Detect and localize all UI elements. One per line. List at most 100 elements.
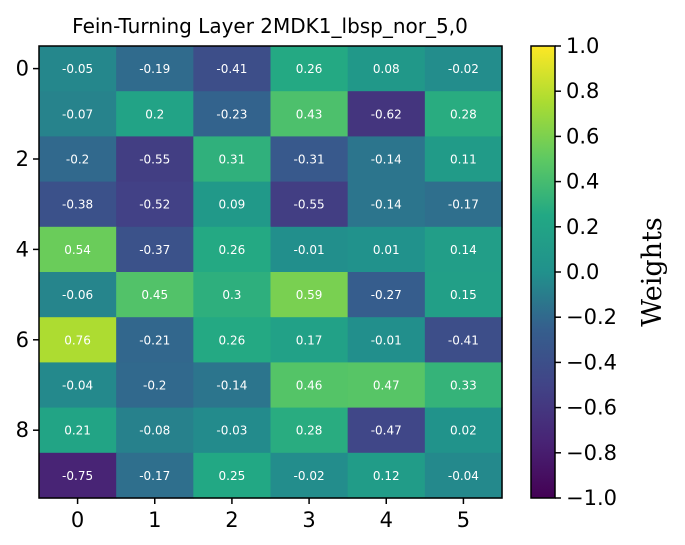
heatmap-cell <box>193 181 272 228</box>
cell-value-label: 0.26 <box>219 243 246 257</box>
heatmap-cell <box>347 407 426 454</box>
heatmap-cell <box>193 362 272 409</box>
heatmap-cell-labels: -0.05 -0.19 -0.41 0.26 0.08 -0.02 -0.07 0.2 -0.2… <box>62 62 479 483</box>
cell-value-label: -0.14 <box>216 379 247 393</box>
cell-value-label: -0.41 <box>448 333 479 347</box>
heatmap-cell <box>39 46 117 92</box>
cell-value-label: 0.28 <box>450 107 477 121</box>
heatmap-cell <box>270 407 349 454</box>
colorbar-axis: 1.0 0.8 0.6 0.4 0.2 0.0 −0.2 −0.4 −0.6 −0.8 −1.0 <box>555 34 617 510</box>
heatmap-cell <box>116 317 194 363</box>
heatmap-cell <box>347 226 426 273</box>
heatmap-cell <box>347 136 426 183</box>
x-tick-label: 2 <box>225 508 238 532</box>
x-tick-label: 3 <box>302 508 315 532</box>
heatmap-cell <box>39 362 117 409</box>
y-tick-label: 8 <box>16 418 29 442</box>
y-tick-label: 6 <box>16 328 29 352</box>
x-tick-label: 1 <box>148 508 161 532</box>
cell-value-label: 0.2 <box>145 107 164 121</box>
heatmap-cell <box>424 91 503 137</box>
heatmap-cell <box>116 181 194 228</box>
cell-value-label: 0.11 <box>450 153 477 167</box>
heatmap-cell <box>39 317 117 363</box>
colorbar <box>530 45 556 499</box>
heatmap-cells <box>39 46 503 499</box>
cell-value-label: -0.27 <box>371 288 402 302</box>
cell-value-label: -0.41 <box>216 62 247 76</box>
heatmap-cell <box>193 46 272 92</box>
cell-value-label: 0.02 <box>450 424 477 438</box>
heatmap-cell <box>116 136 194 183</box>
heatmap-cell <box>39 136 117 183</box>
cell-value-label: -0.14 <box>371 153 402 167</box>
chart-title: Fein-Turning Layer 2MDK1_lbsp_nor_5,0 <box>72 14 468 38</box>
colorbar-tick-label: −0.8 <box>566 441 617 465</box>
heatmap-cell <box>193 136 272 183</box>
cell-value-label: -0.55 <box>139 153 170 167</box>
cell-value-label: -0.08 <box>139 424 170 438</box>
colorbar-tick-label: −0.2 <box>566 305 617 329</box>
cell-value-label: -0.37 <box>139 243 170 257</box>
cell-value-label: -0.06 <box>62 288 93 302</box>
heatmap-cell <box>270 452 349 499</box>
cell-value-label: -0.2 <box>66 153 89 167</box>
cell-value-label: 0.26 <box>296 62 323 76</box>
heatmap-cell <box>270 136 349 183</box>
cell-value-label: 0.54 <box>64 243 91 257</box>
heatmap-cell <box>270 317 349 363</box>
heatmap-cell <box>424 181 503 228</box>
heatmap-cell <box>270 181 349 228</box>
y-tick-label: 0 <box>16 57 29 81</box>
cell-value-label: 0.76 <box>64 333 91 347</box>
cell-value-label: -0.02 <box>448 62 479 76</box>
cell-value-label: 0.28 <box>296 424 323 438</box>
cell-value-label: -0.75 <box>62 469 93 483</box>
cell-value-label: 0.33 <box>450 379 477 393</box>
heatmap-cell <box>116 407 194 454</box>
cell-value-label: 0.08 <box>373 62 400 76</box>
cell-value-label: 0.31 <box>219 153 246 167</box>
heatmap-cell <box>116 91 194 137</box>
cell-value-label: -0.52 <box>139 198 170 212</box>
heatmap-cell <box>424 272 503 318</box>
x-tick-label: 5 <box>457 508 470 532</box>
heatmap-cell <box>424 46 503 92</box>
cell-value-label: -0.19 <box>139 62 170 76</box>
cell-value-label: 0.25 <box>219 469 246 483</box>
cell-value-label: -0.21 <box>139 333 170 347</box>
heatmap-cell <box>270 362 349 409</box>
heatmap-cell <box>39 91 117 137</box>
colorbar-tick-label: 1.0 <box>566 34 599 58</box>
colorbar-tick-label: 0.6 <box>566 124 599 148</box>
heatmap-cell <box>424 407 503 454</box>
heatmap-cell <box>347 46 426 92</box>
colorbar-tick-label: −0.4 <box>566 350 617 374</box>
cell-value-label: -0.62 <box>371 107 402 121</box>
cell-value-label: 0.12 <box>373 469 400 483</box>
heatmap-cell <box>347 452 426 499</box>
x-tick-label: 0 <box>71 508 84 532</box>
heatmap-cell <box>116 452 194 499</box>
colorbar-tick-label: 0.2 <box>566 215 599 239</box>
heatmap-cell <box>270 46 349 92</box>
heatmap-cell <box>116 362 194 409</box>
cell-value-label: 0.3 <box>222 288 241 302</box>
cell-value-label: -0.14 <box>371 198 402 212</box>
x-tick-label: 4 <box>380 508 393 532</box>
heatmap-cell <box>424 226 503 273</box>
heatmap-cell <box>347 91 426 137</box>
cell-value-label: -0.01 <box>294 243 325 257</box>
cell-value-label: 0.15 <box>450 288 477 302</box>
heatmap-cell <box>270 226 349 273</box>
heatmap-cell <box>270 91 349 137</box>
heatmap-cell <box>424 452 503 499</box>
cell-value-label: -0.03 <box>216 424 247 438</box>
heatmap-cell <box>193 407 272 454</box>
cell-value-label: 0.14 <box>450 243 477 257</box>
heatmap-cell <box>39 452 117 499</box>
heatmap-cell <box>193 226 272 273</box>
heatmap-cell <box>193 91 272 137</box>
cell-value-label: -0.31 <box>294 153 325 167</box>
